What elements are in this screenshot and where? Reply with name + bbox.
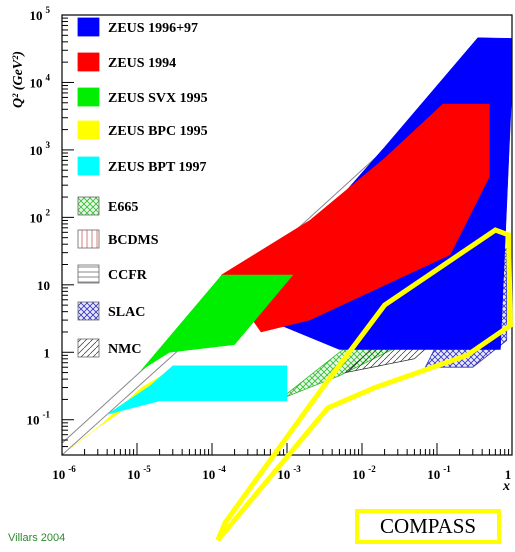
x-tick-label: 10 -3 bbox=[277, 464, 301, 482]
compass-outline bbox=[215, 227, 513, 542]
legend-label-e665: E665 bbox=[108, 200, 138, 215]
legend: ZEUS 1996+97 ZEUS 1994 ZEUS SVX 1995 ZEUS B… bbox=[77, 17, 208, 358]
y-axis-label: Q² (GeV²) bbox=[11, 51, 26, 108]
y-tick-label: 10 -1 bbox=[27, 410, 51, 428]
x-tick-label: 10 -5 bbox=[127, 464, 151, 482]
x-tick-label: 1 bbox=[505, 467, 512, 482]
legend-label-ccfr: CCFR bbox=[108, 268, 148, 283]
legend-swatch-bcdms bbox=[77, 229, 100, 249]
legend-swatch-ccfr bbox=[77, 264, 100, 284]
legend-label-bcdms: BCDMS bbox=[108, 233, 159, 248]
x-tick-label: 10 -1 bbox=[427, 464, 451, 482]
legend-label-zeus-1994: ZEUS 1994 bbox=[108, 56, 176, 71]
legend-swatch-zeus-bpt-1997 bbox=[77, 156, 100, 176]
x-tick-label: 10 -6 bbox=[52, 464, 76, 482]
y-tick-label: 10 bbox=[37, 278, 50, 293]
legend-swatch-e665 bbox=[77, 196, 100, 216]
legend-label-zeus-1996-97: ZEUS 1996+97 bbox=[108, 21, 198, 36]
legend-swatch-zeus-bpc-1995 bbox=[77, 120, 100, 140]
legend-swatch-slac bbox=[77, 301, 100, 321]
legend-swatch-zeus-svx-1995 bbox=[77, 87, 100, 107]
legend-label-zeus-bpt-1997: ZEUS BPT 1997 bbox=[108, 160, 207, 175]
legend-swatch-zeus-1996-97 bbox=[77, 17, 100, 37]
regions-layer bbox=[70, 37, 513, 449]
y-tick-label: 10 2 bbox=[30, 207, 51, 225]
legend-swatch-zeus-1994 bbox=[77, 52, 100, 72]
author-credit: Villars 2004 bbox=[8, 532, 66, 544]
legend-swatch-nmc bbox=[77, 338, 100, 358]
y-tick-label: 10 4 bbox=[30, 72, 51, 90]
compass-label-box: COMPASS bbox=[355, 509, 501, 544]
legend-label-slac: SLAC bbox=[108, 305, 145, 320]
x-tick-label: 10 -2 bbox=[352, 464, 376, 482]
legend-label-nmc: NMC bbox=[108, 342, 141, 357]
region-zeus-bpt-1997 bbox=[107, 365, 288, 415]
y-tick-label: 10 5 bbox=[30, 5, 51, 23]
compass-region bbox=[215, 227, 513, 542]
x-tick-label: 10 -4 bbox=[202, 464, 226, 482]
y-tick-label: 10 3 bbox=[30, 140, 51, 158]
y-tick-label: 1 bbox=[44, 345, 51, 360]
x-axis-label: x bbox=[502, 479, 510, 494]
legend-label-zeus-bpc-1995: ZEUS BPC 1995 bbox=[108, 124, 208, 139]
region-zeus-svx-1995 bbox=[141, 274, 294, 371]
compass-label: COMPASS bbox=[379, 514, 477, 538]
legend-label-zeus-svx-1995: ZEUS SVX 1995 bbox=[108, 91, 208, 106]
